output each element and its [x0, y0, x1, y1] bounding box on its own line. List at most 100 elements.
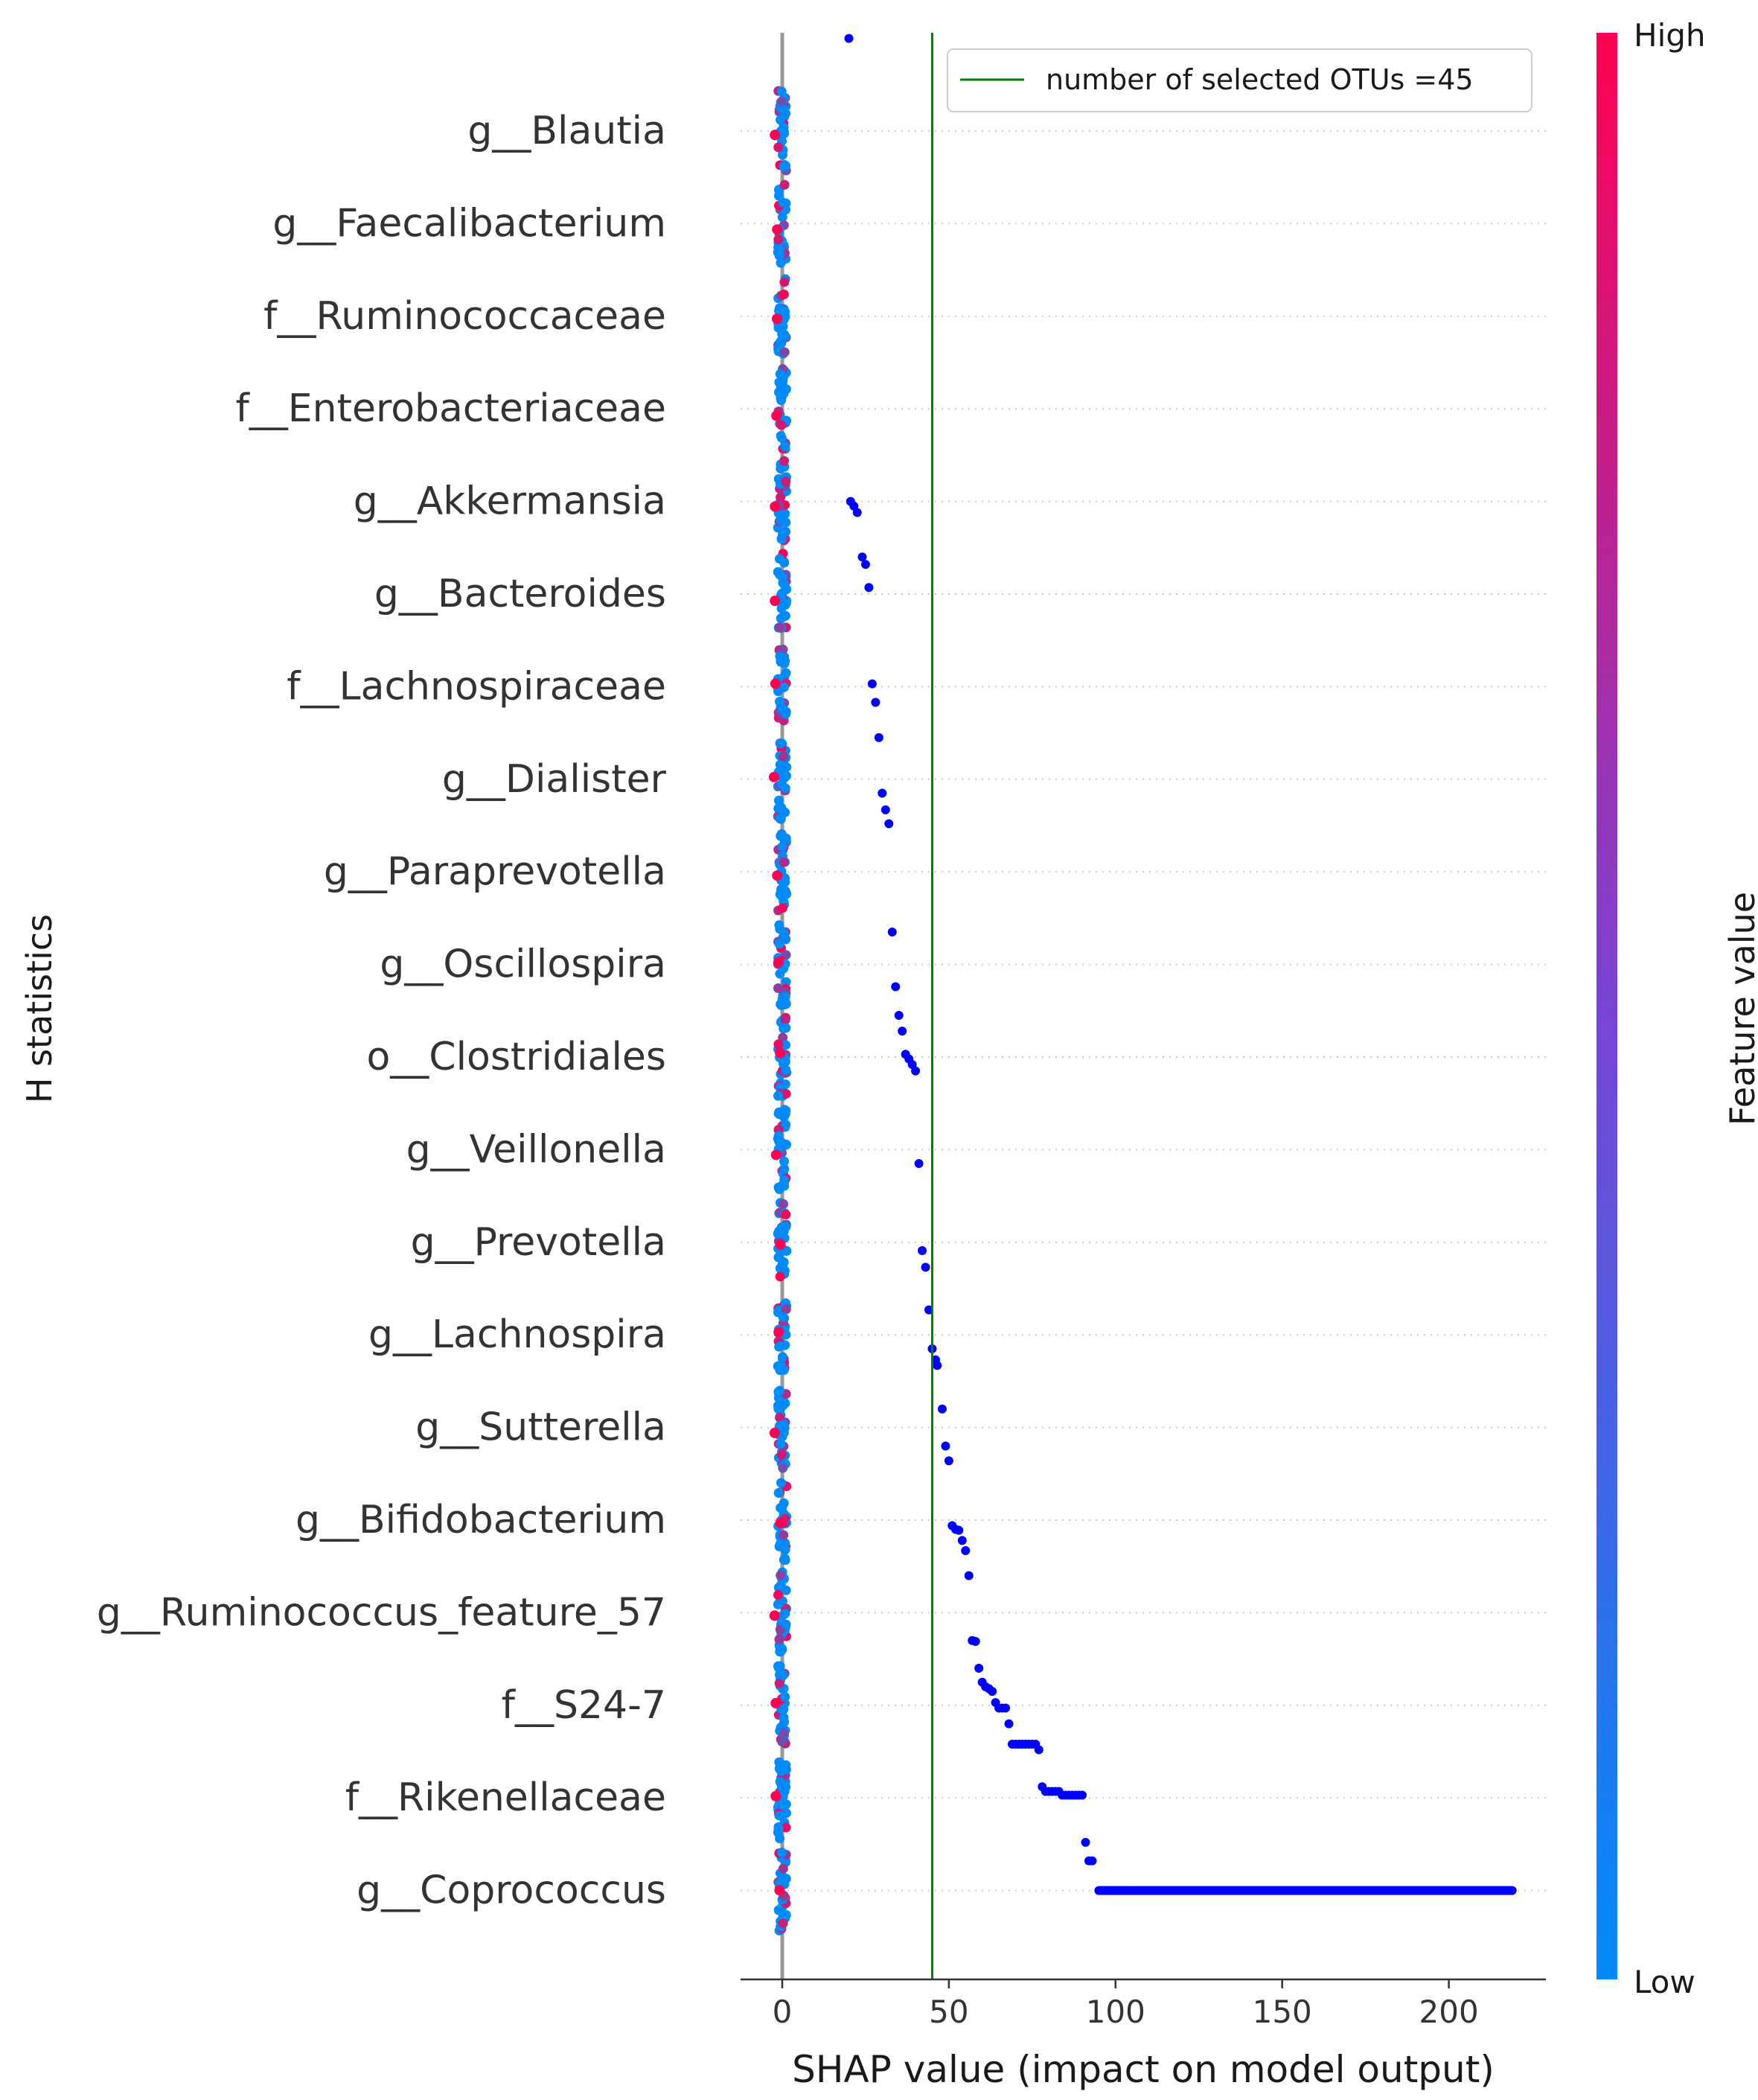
highlight-point	[852, 508, 862, 517]
swarm-point	[779, 857, 789, 867]
swarm-point	[778, 321, 788, 331]
x-tick-label: 150	[1253, 1994, 1312, 2030]
swarm-point	[776, 1848, 787, 1858]
swarm-point	[781, 1246, 792, 1257]
category-label: g__Sutterella	[415, 1405, 666, 1450]
swarm-point	[781, 1304, 791, 1315]
legend: number of selected OTUs =45	[947, 48, 1532, 112]
swarm-point	[781, 1808, 791, 1819]
swarm-point	[773, 1131, 784, 1141]
swarm-point	[776, 656, 786, 666]
swarm-point	[781, 1799, 791, 1810]
category-label: g__Coprococcus	[357, 1868, 666, 1913]
category-label: f__Lachnospiraceae	[287, 664, 666, 709]
swarm-point	[773, 142, 784, 153]
category-label: g__Prevotella	[411, 1220, 666, 1265]
colorbar: High Low Feature value	[1596, 17, 1758, 2000]
grid-lines	[741, 130, 1546, 1892]
swarm-point	[781, 977, 791, 987]
colorbar-high-label: High	[1634, 17, 1706, 54]
swarm-point	[776, 1778, 786, 1789]
x-tick-label: 0	[773, 1994, 793, 2030]
swarm-point	[779, 277, 790, 287]
swarm-point	[779, 1257, 789, 1268]
category-label: g__Paraprevotella	[324, 849, 666, 894]
swarm-point	[780, 331, 790, 341]
category-label: o__Clostridiales	[366, 1035, 666, 1079]
swarm-point	[776, 463, 786, 473]
swarm-point	[776, 86, 787, 97]
swarm-point	[770, 1790, 781, 1801]
highlight-point	[1087, 1856, 1097, 1866]
swarm-point	[781, 1023, 791, 1033]
swarm-point	[773, 795, 784, 805]
category-label: g__Blautia	[467, 109, 666, 153]
swarm-point	[774, 1678, 784, 1688]
swarm-point	[780, 610, 790, 621]
swarm-point	[773, 957, 784, 968]
highlight-point	[921, 1263, 930, 1272]
y-axis-label: H statistics	[19, 914, 60, 1103]
swarm-point	[774, 622, 784, 633]
swarm-point	[778, 1312, 788, 1322]
swarm-point	[769, 1610, 780, 1621]
highlight-point	[957, 1536, 967, 1545]
highlight-point	[894, 1011, 904, 1021]
swarm-point	[775, 1271, 785, 1282]
highlight-point	[1034, 1745, 1043, 1755]
highlight-point	[944, 1456, 953, 1466]
swarm-point	[771, 313, 782, 325]
swarm-point	[779, 1226, 789, 1236]
swarm-point	[778, 1400, 788, 1411]
swarm-point	[776, 395, 787, 406]
swarm-point	[779, 751, 789, 762]
swarm-point	[769, 1427, 780, 1438]
highlight-point	[961, 1546, 971, 1556]
x-axis: 0 50 100 150 200	[741, 1978, 1546, 2030]
category-label: g__Ruminococcus_feature_57	[97, 1590, 666, 1635]
swarm-point	[774, 939, 784, 949]
swarm-point	[780, 877, 790, 887]
highlight-point	[964, 1571, 974, 1580]
swarm-point	[777, 1352, 787, 1362]
swarm-point	[780, 441, 790, 452]
swarm-point	[781, 1619, 791, 1630]
swarm-point	[779, 179, 790, 190]
swarm-point	[773, 1590, 783, 1600]
highlight-point	[898, 1027, 907, 1036]
swarm-point	[778, 1463, 788, 1473]
colorbar-low-label: Low	[1634, 1964, 1695, 2000]
legend-box	[947, 48, 1532, 112]
highlight-point	[988, 1687, 997, 1697]
colorbar-title: Feature value	[1722, 892, 1758, 1126]
highlight-point	[941, 1441, 950, 1451]
swarm-point	[776, 1877, 786, 1888]
swarm-point	[776, 1478, 786, 1488]
highlight-point	[1507, 1886, 1517, 1895]
swarm-point	[773, 567, 783, 577]
highlight-point	[937, 1404, 947, 1414]
swarm-point	[776, 512, 787, 523]
beeswarm-points	[768, 86, 792, 1935]
swarm-point	[776, 1449, 787, 1460]
swarm-point	[774, 1634, 784, 1644]
swarm-point	[779, 1156, 790, 1167]
swarm-point	[780, 1040, 790, 1050]
highlight-point	[914, 1159, 924, 1169]
x-tick-label: 200	[1419, 1994, 1479, 2030]
swarm-point	[776, 115, 786, 125]
x-tick-label: 100	[1086, 1994, 1145, 2030]
highlight-point	[871, 698, 880, 707]
swarm-point	[779, 928, 790, 938]
swarm-point	[770, 596, 781, 607]
highlight-point	[1078, 1790, 1087, 1800]
category-label: g__Akkermansia	[354, 479, 666, 524]
swarm-point	[775, 1239, 786, 1250]
swarm-point	[780, 992, 790, 1002]
swarm-point	[778, 1863, 788, 1874]
swarm-point	[775, 1647, 785, 1657]
swarm-point	[777, 212, 787, 223]
swarm-point	[776, 534, 787, 544]
swarm-point	[776, 380, 786, 391]
